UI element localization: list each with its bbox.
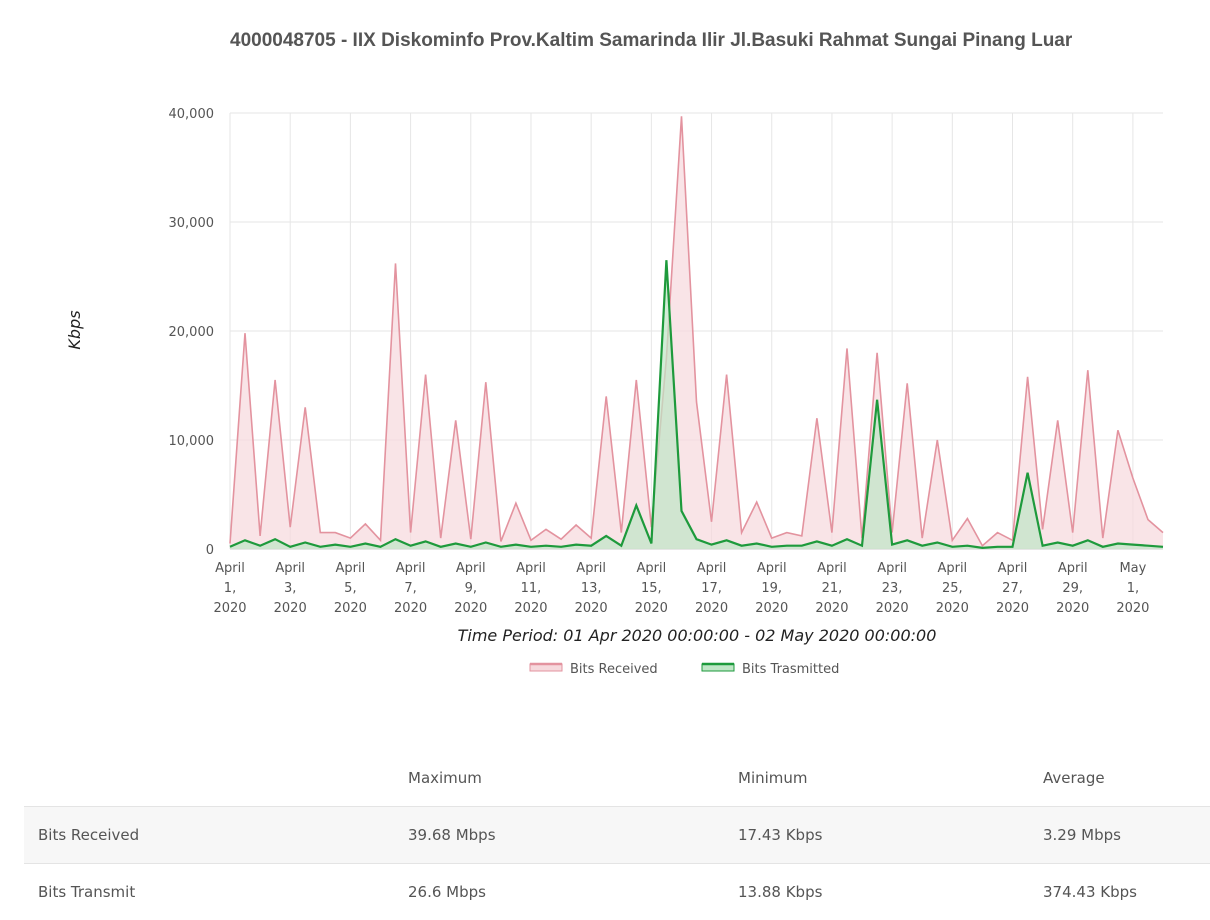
y-tick-label: 0 [206,543,214,558]
y-tick-label: 20,000 [169,325,215,340]
legend-item: Bits Received [530,662,658,677]
y-tick-label: 30,000 [169,216,215,231]
area [230,116,1163,549]
y-tick-label: 10,000 [169,434,215,449]
table-cell: 374.43 Kbps [1043,864,1210,920]
y-tick-label: 40,000 [169,107,215,122]
chart: Kbps Time Period: 01 Apr 2020 00:00:00 -… [0,0,1210,700]
table-cell: 17.43 Kbps [738,807,1043,864]
table-cell: 13.88 Kbps [738,864,1043,920]
table-cell: Bits Received [24,807,408,864]
legend-item: Bits Trasmitted [702,662,839,677]
table-cell: 3.29 Mbps [1043,807,1210,864]
table-cell: Bits Transmit [24,864,408,920]
x-axis-label: Time Period: 01 Apr 2020 00:00:00 - 02 M… [458,626,937,645]
table-header: Maximum Minimum Average [24,750,1210,807]
y-axis-label: Kbps [65,310,84,349]
header-cell: Average [1043,750,1210,807]
header-cell: Minimum [738,750,1043,807]
header-cell [24,750,408,807]
legend-label: Bits Received [570,662,658,677]
table-cell: 39.68 Mbps [408,807,738,864]
table-cell: 26.6 Mbps [408,864,738,920]
header-cell: Maximum [408,750,738,807]
legend-label: Bits Trasmitted [742,662,839,677]
